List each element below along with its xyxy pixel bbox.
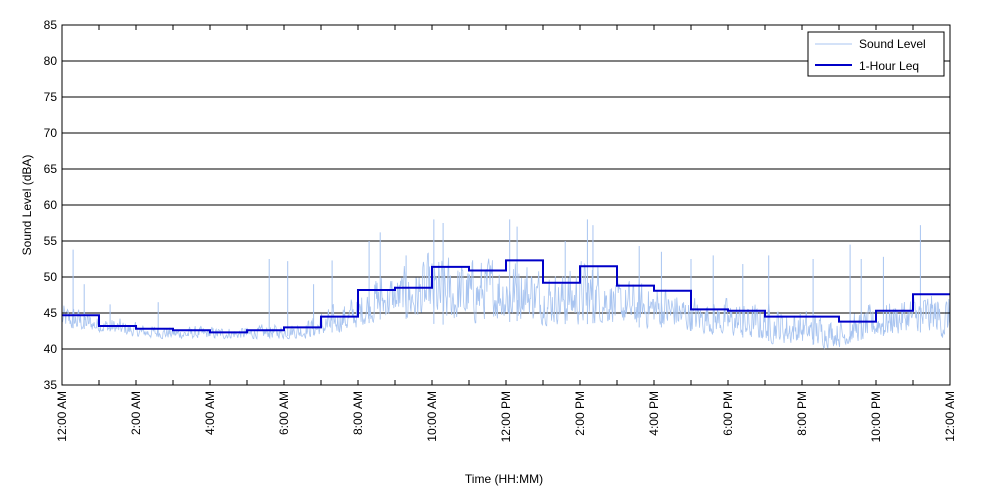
x-tick-label-9: 6:00 PM [721,391,735,436]
sound-level-line [61,252,951,350]
leq-series [62,259,950,334]
y-tick-label-85: 85 [44,18,58,32]
x-tick-label-1: 2:00 AM [129,391,143,435]
x-tick-label-12: 12:00 AM [943,391,957,442]
y-tick-label-75: 75 [44,90,58,104]
y-tick-label-55: 55 [44,234,58,248]
y-tick-label-70: 70 [44,126,58,140]
legend-label-leq: 1-Hour Leq [859,59,919,73]
y-tick-label-65: 65 [44,162,58,176]
legend-label-sound-level: Sound Level [859,37,926,51]
x-tick-label-2: 4:00 AM [203,391,217,435]
x-tick-label-8: 4:00 PM [647,391,661,436]
x-tick-label-6: 12:00 PM [499,391,513,442]
x-tick-label-10: 8:00 PM [795,391,809,436]
x-tick-label-4: 8:00 AM [351,391,365,435]
y-tick-label-35: 35 [44,378,58,392]
legend: Sound Level 1-Hour Leq [807,31,945,77]
y-axis-ticks: 35 40 45 50 55 60 65 70 75 80 85 [44,18,950,392]
y-tick-label-80: 80 [44,54,58,68]
y-tick-label-40: 40 [44,342,58,356]
sound-level-series [61,219,951,350]
x-tick-label-11: 10:00 PM [869,391,883,442]
x-tick-label-3: 6:00 AM [277,391,291,435]
y-tick-label-60: 60 [44,198,58,212]
leq-step-line [62,259,950,334]
y-tick-label-50: 50 [44,270,58,284]
x-axis-title: Time (HH:MM) [465,472,543,486]
y-axis-title: Sound Level (dBA) [20,155,34,256]
x-tick-label-7: 2:00 PM [573,391,587,436]
legend-box [807,31,945,77]
y-tick-label-45: 45 [44,306,58,320]
grid-lines [62,60,950,350]
x-tick-label-5: 10:00 AM [425,391,439,442]
x-axis-ticks: 12:00 AM 2:00 AM 4:00 AM 6:00 AM 8:00 AM 10:0… [55,25,957,442]
x-tick-label-0: 12:00 AM [55,391,69,442]
